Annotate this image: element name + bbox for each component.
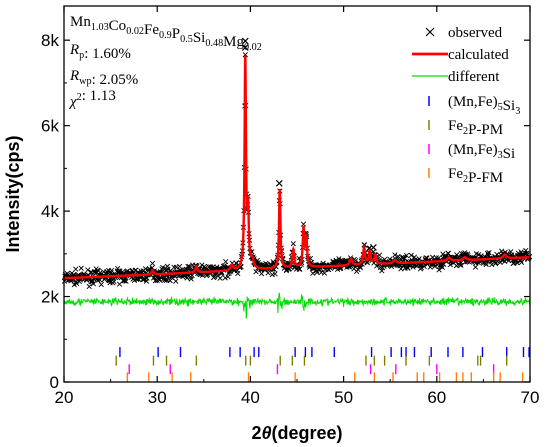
x-tick-label: 30 (148, 388, 167, 407)
legend: observedcalculateddifferent(Mn,Fe)5Si3Fe… (412, 25, 520, 186)
x-axis: 20 30 40 50 60 70 (55, 6, 540, 407)
plot-layer (61, 37, 533, 383)
y-tick-label: 0 (50, 373, 59, 392)
legend-label: different (448, 69, 500, 85)
x-tick-label: 60 (427, 388, 446, 407)
x-tick-label: 20 (55, 388, 74, 407)
y-tick-label: 8k (41, 31, 59, 50)
x-tick-label: 40 (241, 388, 260, 407)
legend-label: calculated (448, 47, 509, 63)
refinement-stat: Rp: 1.60% (69, 42, 131, 62)
series-calculated (63, 55, 531, 280)
legend-label: Fe2P-PM (448, 118, 503, 138)
observed-point (241, 44, 249, 51)
x-tick-label: 70 (521, 388, 540, 407)
observed-point (369, 243, 377, 251)
legend-label: (Mn,Fe)5Si3 (448, 94, 520, 117)
y-tick-label: 6k (41, 117, 59, 136)
y-axis: 0 2k 4k 6k 8k (41, 31, 530, 392)
reflections--mn-fe-3si (128, 364, 495, 375)
observed-point (275, 179, 283, 187)
y-tick-label: 2k (41, 288, 59, 307)
reflections-fe2p-fm (126, 372, 524, 383)
legend-label: (Mn,Fe)3Si (448, 142, 515, 162)
observed-point (241, 37, 249, 45)
reflections--mn-fe-5si3 (119, 347, 530, 358)
y-axis-label: Intensity(cps) (3, 135, 23, 252)
refinement-stat: χ2: 1.13 (68, 88, 116, 110)
x-axis-label: 2θ(degree) (251, 423, 342, 443)
legend-marker-observed (425, 27, 435, 37)
legend-label: Fe2P-FM (448, 166, 503, 186)
series-different (63, 292, 531, 319)
sample-formula: Mn1.03Co0.02Fe0.9P0.5Si0.48Mg0.02 (70, 14, 262, 53)
reflections-fe2p-pm (115, 355, 508, 366)
x-tick-label: 50 (334, 388, 353, 407)
refinement-stat: Rwp: 2.05% (69, 68, 138, 88)
y-tick-label: 4k (41, 202, 59, 221)
legend-label: observed (448, 25, 503, 41)
